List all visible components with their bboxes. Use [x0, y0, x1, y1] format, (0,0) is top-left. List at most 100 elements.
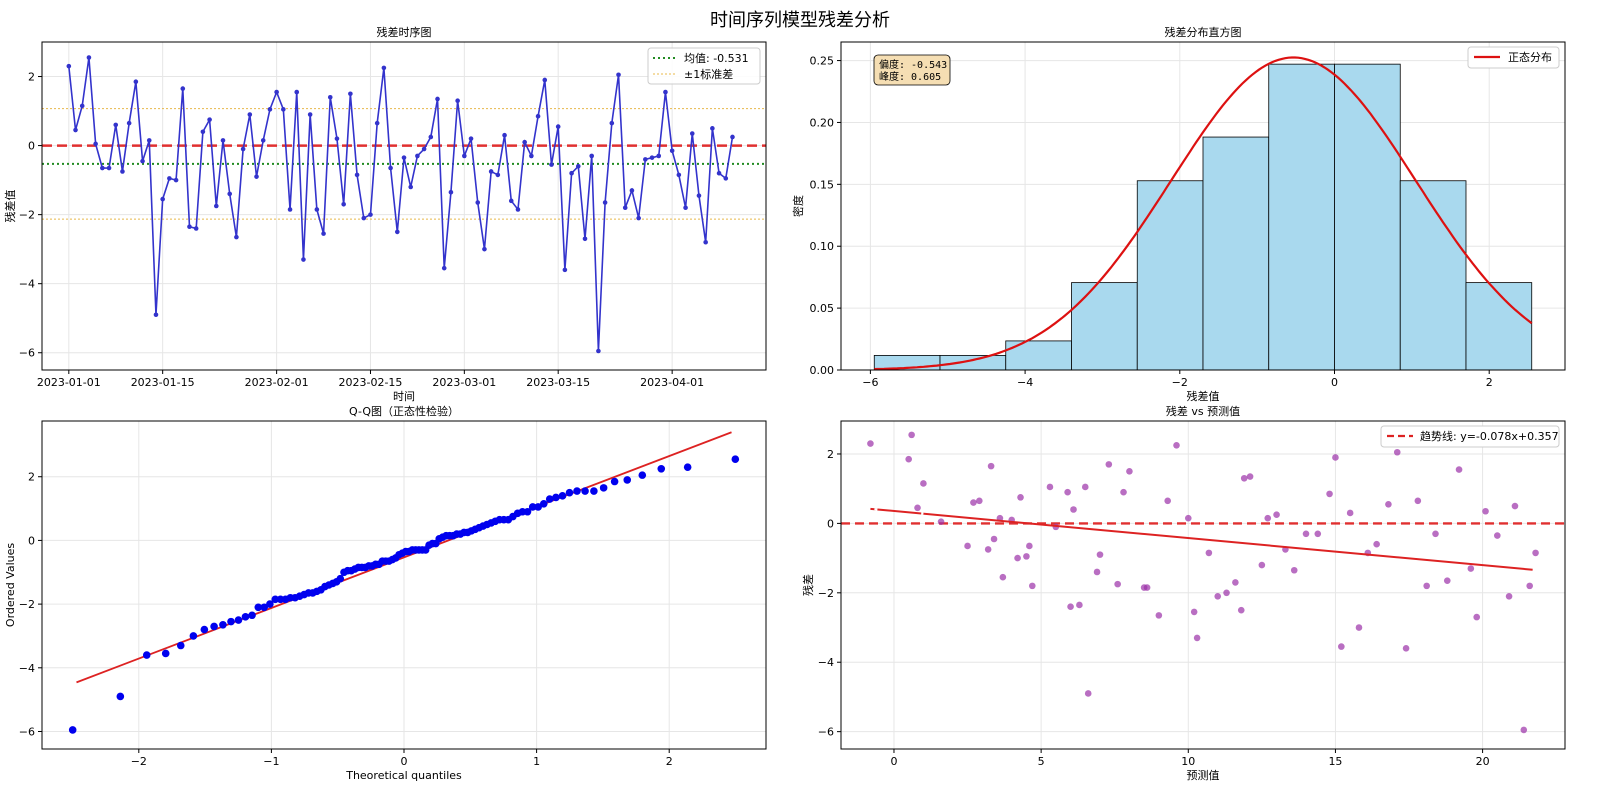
hist-legend: 正态分布 — [1467, 46, 1560, 69]
residual-point — [723, 176, 729, 181]
residual-point — [294, 89, 300, 95]
ts-frame — [41, 41, 767, 371]
residual-point — [683, 205, 688, 211]
residual-scatter-point — [1385, 501, 1392, 508]
residual-scatter-point — [1443, 577, 1451, 584]
residual-scatter-point — [1084, 690, 1092, 697]
residual-point — [281, 107, 286, 112]
scatter-xtick-label: 20 — [1476, 755, 1490, 768]
residual-point — [207, 117, 212, 122]
qq-point — [590, 487, 598, 495]
ts-xtick-label: 2023-03-15 — [526, 376, 590, 389]
scatter-xtick-label: 10 — [1181, 755, 1195, 768]
residual-scatter-point — [1511, 502, 1519, 510]
ts-title: 残差时序图 — [377, 25, 432, 39]
residual-point — [160, 196, 165, 202]
residual-scatter-point — [1237, 606, 1245, 614]
ts-legend: 均值: -0.531 ±1标准差 — [647, 47, 761, 85]
residual-scatter-point — [1193, 634, 1201, 642]
scatter-ylabel: 残差 — [801, 574, 815, 596]
residual-scatter-point — [1326, 490, 1333, 498]
residual-point — [495, 172, 501, 178]
residual-point — [173, 177, 179, 183]
residual-point — [193, 226, 199, 231]
residual-scatter-point — [1190, 608, 1198, 616]
hist-ylabel: 密度 — [791, 195, 805, 217]
residual-point — [542, 77, 548, 83]
scatter-legend-box — [1380, 425, 1560, 448]
qq-point — [260, 603, 269, 612]
qq-point — [552, 493, 560, 502]
qq-point — [189, 632, 198, 640]
residual-point — [589, 153, 595, 159]
qq-point — [254, 603, 263, 612]
residual-point — [663, 89, 668, 95]
qq-fit-line — [76, 431, 732, 684]
residual-scatter-point — [937, 518, 945, 525]
residual-scatter-point — [1223, 589, 1230, 597]
residual-point — [636, 215, 641, 221]
qq-xtick-label: 2 — [666, 755, 673, 768]
residual-point — [79, 103, 85, 109]
residual-scatter-point — [914, 504, 921, 512]
residual-scatter-point — [1017, 494, 1024, 501]
residual-scatter-point — [1026, 542, 1033, 550]
hist-xtick-label: −4 — [1017, 376, 1033, 389]
residual-scatter-point — [1232, 579, 1239, 586]
qq-point — [176, 641, 185, 650]
residual-point — [596, 348, 601, 354]
ts-xtick-label: 2023-03-01 — [432, 376, 496, 389]
residual-point — [394, 229, 400, 235]
residual-scatter-point — [1046, 483, 1054, 491]
residual-scatter-point — [1070, 506, 1077, 513]
hist-ytick-label: 0.15 — [810, 178, 835, 191]
figure-title: 时间序列模型残差分析 — [710, 10, 890, 31]
residual-point — [220, 138, 226, 143]
qq-point — [248, 611, 256, 620]
residual-scatter-point — [1081, 483, 1089, 491]
qq-point — [534, 503, 542, 511]
residual-point — [106, 165, 112, 171]
histogram-bar — [1071, 282, 1138, 370]
residual-scatter-point — [1096, 551, 1104, 558]
histogram-bar — [1334, 63, 1401, 370]
residual-point — [475, 200, 481, 205]
residual-point — [609, 120, 615, 126]
hist-ytick-label: 0.00 — [810, 364, 835, 377]
hist-plot-area — [873, 56, 1533, 370]
residual-point — [187, 224, 192, 230]
residual-point — [502, 132, 507, 138]
residual-point — [569, 170, 574, 176]
ts-legend-box — [647, 47, 761, 85]
residual-point — [508, 198, 514, 204]
qq-xtick-label: 1 — [533, 755, 540, 768]
residual-point — [146, 138, 152, 143]
residual-scatter-point — [1120, 488, 1127, 496]
residual-scatter-point — [1482, 507, 1489, 515]
hist-frame — [840, 41, 1566, 371]
residual-scatter-point — [1126, 468, 1133, 475]
residual-point — [381, 65, 387, 71]
qq-ylabel: Ordered Values — [4, 543, 17, 627]
residual-point — [254, 174, 259, 179]
ts-xtick-label: 2023-02-01 — [245, 376, 309, 389]
residual-scatter-point — [1205, 549, 1213, 557]
qq-point — [623, 476, 632, 484]
residual-scatter-point — [1414, 497, 1422, 505]
residual-point — [247, 112, 253, 117]
residual-scatter-point — [999, 573, 1007, 581]
residual-point — [415, 153, 420, 159]
residual-scatter-point — [1346, 509, 1354, 517]
histogram-bar — [1136, 180, 1204, 370]
residual-point — [200, 129, 206, 135]
hist-ytick-label: 0.25 — [810, 55, 835, 68]
residual-scatter-point — [1240, 474, 1248, 482]
qq-point — [227, 617, 235, 626]
residual-point — [408, 184, 414, 190]
ts-axes: 2023-01-01 2023-01-15 2023-02-01 2023-02-15… — [3, 25, 767, 403]
residual-scatter-point — [1246, 473, 1254, 480]
residual-point — [120, 169, 125, 174]
qq-point — [116, 692, 125, 701]
scatter-title: 残差 vs 预测值 — [1166, 404, 1240, 418]
